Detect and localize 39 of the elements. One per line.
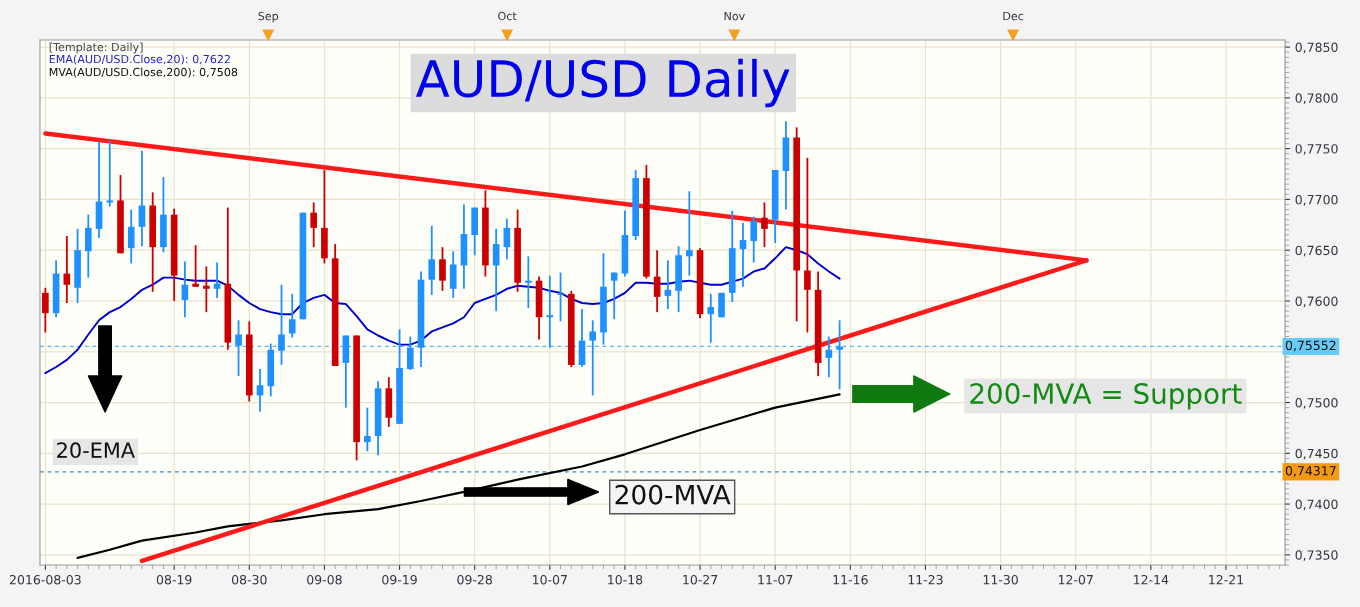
text: Dec xyxy=(1003,11,1024,21)
text: Oct xyxy=(498,11,517,21)
text: Sep xyxy=(258,11,279,23)
y-tick-label: 0,7800 xyxy=(1295,93,1338,105)
text: Nov xyxy=(724,11,745,21)
annotation: [Template: Daily] xyxy=(49,42,143,54)
x-tick-label: 09-08 xyxy=(307,574,342,585)
ref-line-label: 0,74317 xyxy=(1285,466,1336,477)
x-tick-label: 2016-08-03 xyxy=(9,574,81,585)
annotation: EMA(AUD/USD.Close,20): 0,7622 xyxy=(49,54,230,65)
y-tick-label: 0,7350 xyxy=(1295,550,1338,562)
x-tick-label: 10-07 xyxy=(533,574,567,585)
x-tick-label: 11-16 xyxy=(833,574,868,585)
y-tick-label: 0,7750 xyxy=(1295,144,1338,155)
x-tick-label: 11-23 xyxy=(908,574,943,585)
x-tick-label: 10-27 xyxy=(683,574,718,585)
ref-line-label: 0,75552 xyxy=(1285,340,1336,352)
y-tick-label: 0,7850 xyxy=(1295,42,1338,54)
x-tick-label: 08-30 xyxy=(231,574,267,585)
y-tick-label: 0,7700 xyxy=(1295,194,1338,206)
x-tick-label: 09-19 xyxy=(382,574,417,585)
x-tick-label: 08-19 xyxy=(156,574,192,585)
x-tick-label: 12-21 xyxy=(1209,574,1243,585)
x-tick-label: 12-14 xyxy=(1134,574,1169,585)
chart-title: AUD/USD Daily xyxy=(415,58,790,108)
y-tick-label: 0,7650 xyxy=(1295,245,1338,257)
x-tick-label: 11-07 xyxy=(758,574,793,585)
annotation: 200-MVA xyxy=(615,484,731,505)
y-tick-label: 0,7400 xyxy=(1295,499,1338,511)
y-tick-label: 0,7500 xyxy=(1295,398,1338,409)
annotation: 20-EMA xyxy=(57,442,135,459)
y-tick-label: 0,7600 xyxy=(1295,296,1338,308)
x-tick-label: 11-30 xyxy=(983,574,1018,585)
annotation: 200-MVA = Support xyxy=(970,383,1242,410)
x-tick-label: 09-28 xyxy=(457,574,492,585)
x-tick-label: 12-07 xyxy=(1058,574,1093,585)
y-tick-label: 0,7450 xyxy=(1295,448,1338,460)
x-tick-label: 10-18 xyxy=(608,574,643,585)
annotation: MVA(AUD/USD.Close,200): 0,7508 xyxy=(49,67,238,78)
